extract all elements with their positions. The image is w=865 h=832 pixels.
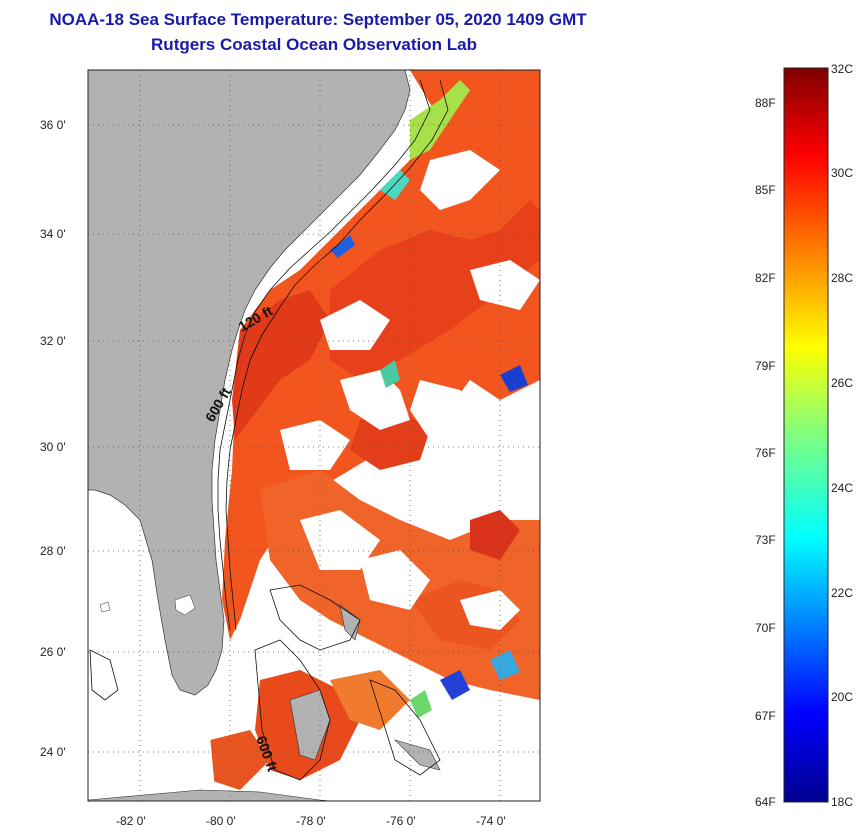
colorbar-label-f: 67F	[755, 709, 776, 723]
colorbar-label-f: 79F	[755, 359, 776, 373]
temperature-colorbar	[783, 67, 829, 803]
colorbar-label-c: 18C	[831, 795, 853, 809]
colorbar-label-c: 30C	[831, 166, 853, 180]
island-land	[339, 604, 361, 641]
lat-tick: 24 0'	[40, 745, 66, 759]
map-border	[87, 69, 541, 802]
lon-tick: -80 0'	[206, 814, 236, 828]
lon-tick: -78 0'	[296, 814, 326, 828]
colorbar-label-f: 82F	[755, 271, 776, 285]
map-title: NOAA-18 Sea Surface Temperature: Septemb…	[49, 10, 587, 29]
lat-tick: 32 0'	[40, 334, 66, 348]
island-land	[289, 689, 331, 761]
colorbar-label-f: 88F	[755, 96, 776, 110]
colorbar-label-f: 73F	[755, 533, 776, 547]
lon-tick: -76 0'	[386, 814, 416, 828]
graticule	[88, 70, 540, 801]
bathymetry-contours	[89, 79, 449, 781]
longitude-ticks: -82 0' -80 0' -78 0' -76 0' -74 0'	[116, 814, 506, 828]
cool-streaks	[330, 80, 528, 718]
lon-tick: -74 0'	[476, 814, 506, 828]
lakes	[99, 594, 196, 616]
lon-tick: -82 0'	[116, 814, 146, 828]
island-land	[393, 739, 441, 771]
colorbar-label-c: 20C	[831, 690, 853, 704]
colorbar-fahrenheit-labels: 88F 85F 82F 79F 76F 73F 70F 67F 64F	[755, 96, 776, 809]
lat-tick: 34 0'	[40, 227, 66, 241]
colorbar-celsius-labels: 32C 30C 28C 26C 24C 22C 20C 18C	[831, 62, 853, 809]
lat-tick: 26 0'	[40, 645, 66, 659]
sst-field	[210, 70, 540, 790]
colorbar-label-c: 32C	[831, 62, 853, 76]
map-subtitle: Rutgers Coastal Ocean Observation Lab	[151, 35, 477, 54]
latitude-ticks: 36 0' 34 0' 32 0' 30 0' 28 0' 26 0' 24 0…	[40, 118, 66, 759]
colorbar-label-f: 76F	[755, 446, 776, 460]
lat-tick: 28 0'	[40, 544, 66, 558]
colorbar-label-f: 70F	[755, 621, 776, 635]
lat-tick: 36 0'	[40, 118, 66, 132]
colorbar-label-f: 85F	[755, 183, 776, 197]
colorbar-label-c: 24C	[831, 481, 853, 495]
colorbar-label-c: 26C	[831, 376, 853, 390]
colorbar-label-c: 28C	[831, 271, 853, 285]
us-land	[88, 70, 411, 696]
colorbar-label-c: 22C	[831, 586, 853, 600]
colorbar-label-f: 64F	[755, 795, 776, 809]
lat-tick: 30 0'	[40, 440, 66, 454]
